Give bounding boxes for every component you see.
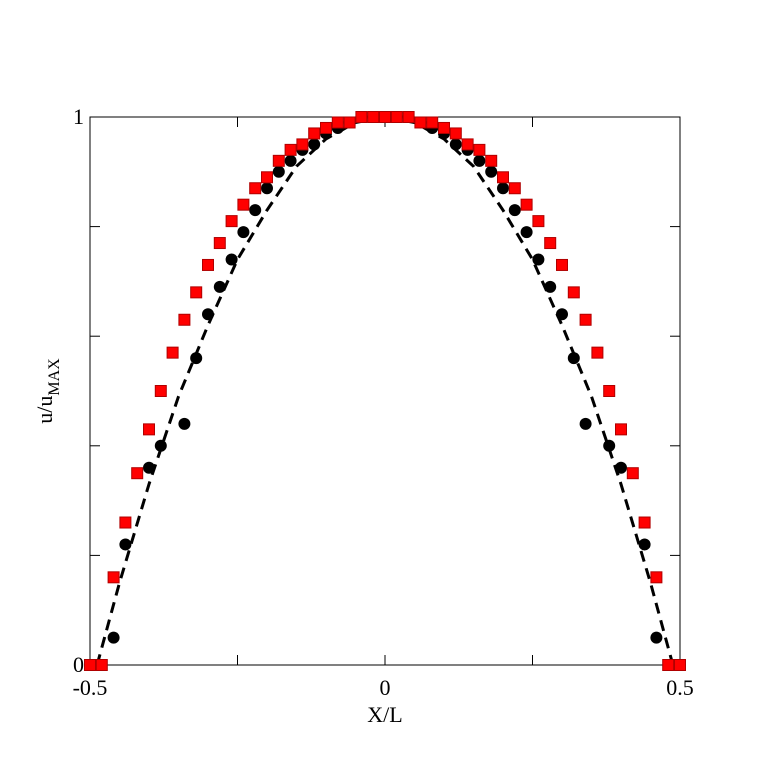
square-marker <box>379 111 391 123</box>
square-marker <box>308 127 321 140</box>
circle-marker <box>154 439 167 452</box>
square-marker <box>591 346 604 359</box>
square-marker <box>320 121 332 134</box>
square-marker <box>84 659 96 671</box>
square-marker <box>438 121 450 134</box>
square-marker <box>249 182 262 195</box>
circle-marker <box>237 226 250 239</box>
square-marker <box>213 237 226 250</box>
square-marker <box>449 127 462 140</box>
circle-marker <box>638 538 651 551</box>
circle-marker <box>107 631 120 644</box>
square-marker <box>166 346 179 359</box>
circle-marker <box>178 417 191 430</box>
circle-marker <box>202 308 214 321</box>
square-marker <box>473 143 486 156</box>
circle-marker <box>473 154 486 167</box>
circle-marker <box>261 182 273 195</box>
circle-marker <box>308 138 321 151</box>
circle-marker <box>520 226 533 239</box>
circle-marker <box>579 417 592 430</box>
x-axis-label: X/L <box>367 702 402 727</box>
square-marker <box>426 116 439 129</box>
square-marker <box>284 143 297 156</box>
square-marker <box>131 467 144 480</box>
square-marker <box>95 659 108 671</box>
square-marker <box>202 258 214 271</box>
square-marker <box>567 286 580 299</box>
square-marker <box>414 116 427 129</box>
square-marker <box>497 171 509 184</box>
square-marker <box>237 198 250 211</box>
square-marker <box>107 571 120 584</box>
square-marker <box>508 182 521 195</box>
square-marker <box>615 423 627 436</box>
circle-marker <box>225 253 238 266</box>
circle-marker <box>650 631 663 644</box>
square-marker <box>579 313 592 326</box>
square-marker <box>390 111 403 123</box>
plot-frame <box>89 116 681 666</box>
circle-marker <box>544 280 557 293</box>
square-marker <box>178 313 191 326</box>
square-marker <box>367 111 380 123</box>
square-marker <box>154 385 167 397</box>
circle-marker <box>485 165 498 178</box>
x-tick-label: 0.5 <box>666 675 694 700</box>
square-marker <box>674 659 686 671</box>
circle-marker <box>497 182 509 195</box>
square-marker <box>402 111 415 123</box>
square-marker <box>485 154 498 167</box>
circle-marker <box>272 165 285 178</box>
x-tick-label: 0 <box>380 675 391 700</box>
circle-marker <box>508 204 521 217</box>
circle-marker <box>190 352 203 365</box>
circle-marker <box>532 253 545 266</box>
square-marker <box>650 571 663 584</box>
square-marker <box>225 215 238 228</box>
square-marker <box>272 154 285 167</box>
square-marker <box>626 467 639 480</box>
circle-marker <box>556 308 568 321</box>
y-axis-label: u/uMAX <box>32 358 63 424</box>
square-marker <box>261 171 273 184</box>
profile-line <box>95 115 675 666</box>
square-marker <box>544 237 557 250</box>
square-marker <box>296 138 309 151</box>
circle-marker <box>449 138 462 151</box>
y-tick-label: 1 <box>73 104 84 129</box>
y-tick-label: 0 <box>73 652 84 677</box>
square-marker <box>119 516 132 529</box>
square-marker <box>520 198 533 211</box>
circle-marker <box>615 461 627 474</box>
y-axis-label-sub: MAX <box>46 358 63 396</box>
square-marker <box>662 659 675 671</box>
square-marker <box>143 423 155 436</box>
x-tick-label: -0.5 <box>73 675 108 700</box>
circle-marker <box>213 280 226 293</box>
circle-marker <box>603 439 616 452</box>
circle-marker <box>284 154 297 167</box>
square-marker <box>355 111 368 123</box>
square-marker <box>461 138 474 151</box>
square-marker <box>190 286 203 299</box>
square-marker <box>638 516 651 529</box>
square-marker <box>603 385 616 397</box>
y-axis-label-main: u/u <box>32 396 57 424</box>
square-marker <box>331 116 344 129</box>
circle-marker <box>249 204 262 217</box>
circle-marker <box>567 352 580 365</box>
circle-marker <box>143 461 155 474</box>
square-marker <box>343 116 356 129</box>
square-marker <box>532 215 545 228</box>
square-marker <box>556 258 568 271</box>
circle-marker <box>119 538 132 551</box>
